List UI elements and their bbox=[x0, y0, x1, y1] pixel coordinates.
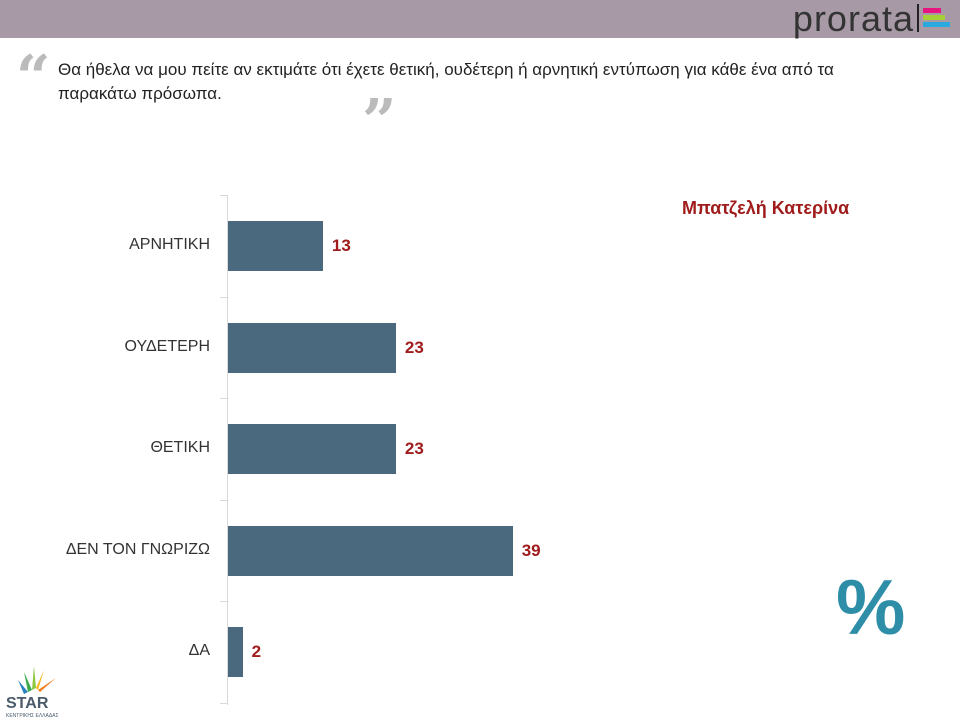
close-quote-icon: ” bbox=[362, 87, 397, 157]
axis-tick bbox=[220, 296, 227, 298]
data-label: 13 bbox=[331, 236, 351, 255]
data-label: 23 bbox=[404, 337, 424, 357]
category-label: ΑΡΝΗΤΙΚΗ bbox=[129, 236, 210, 253]
bar bbox=[228, 322, 396, 373]
percent-icon: % bbox=[836, 563, 906, 651]
axis-tick bbox=[220, 195, 227, 196]
category-axis bbox=[227, 195, 228, 705]
logo-stripe bbox=[923, 15, 945, 20]
axis-tick bbox=[220, 499, 227, 501]
open-quote-icon: “ bbox=[16, 43, 51, 113]
category-label: ΘΕΤΙΚΗ bbox=[150, 439, 210, 456]
bar bbox=[228, 221, 323, 271]
star-logo: STAR ΚΕΝΤΡΙΚΗΣ ΕΛΛΑΔΑΣ bbox=[6, 666, 59, 719]
logo-stripe bbox=[923, 22, 950, 27]
category-label: ΟΥΔΕΤΕΡΗ bbox=[124, 337, 210, 355]
star-logo-subtext: ΚΕΝΤΡΙΚΗΣ ΕΛΛΑΔΑΣ bbox=[6, 713, 59, 719]
star-logo-text: STAR bbox=[6, 695, 49, 712]
prorata-logo: prorata bbox=[792, 0, 914, 39]
question-text: Θα ήθελα να μου πείτε αν εκτιμάτε ότι έχ… bbox=[58, 60, 834, 103]
bar bbox=[228, 525, 513, 576]
header-bar: prorata bbox=[0, 0, 960, 39]
data-label: 2 bbox=[251, 642, 262, 661]
data-label: 39 bbox=[521, 540, 541, 560]
category-label: ΔΕΝ ΤΟΝ ΓΝΩΡΙΖΩ bbox=[65, 540, 210, 558]
axis-tick bbox=[220, 702, 227, 704]
bar bbox=[228, 424, 396, 474]
axis-tick bbox=[220, 398, 227, 399]
logo-stripe bbox=[923, 8, 941, 13]
data-label: 23 bbox=[404, 439, 424, 458]
person-name: Μπατζελή Κατερίνα bbox=[682, 198, 850, 218]
axis-tick bbox=[220, 601, 227, 602]
bar bbox=[228, 627, 243, 677]
logo-separator bbox=[917, 4, 919, 32]
category-label: ΔΑ bbox=[188, 642, 210, 659]
